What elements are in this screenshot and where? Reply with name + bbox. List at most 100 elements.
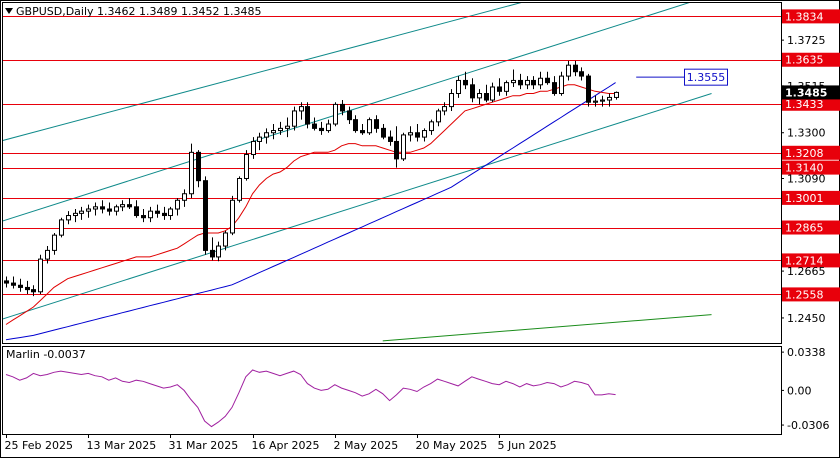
candle xyxy=(319,121,324,135)
candle xyxy=(189,143,194,199)
marlin-line xyxy=(5,369,616,428)
candle-body xyxy=(312,123,317,129)
candle xyxy=(429,119,434,135)
candle-body xyxy=(586,75,591,103)
level-label-bg xyxy=(782,145,840,160)
candle xyxy=(278,121,283,135)
candle-body xyxy=(573,64,578,73)
candle xyxy=(251,137,256,159)
candle-body xyxy=(244,154,249,179)
level-label-bg xyxy=(782,287,840,302)
price-tick-label: 1.2665 xyxy=(787,265,826,278)
candle-body xyxy=(614,91,619,98)
candle xyxy=(292,106,297,131)
candle-body xyxy=(449,93,454,108)
level-label-bg xyxy=(782,96,840,111)
candle-body xyxy=(86,208,91,212)
candle-body xyxy=(545,77,550,84)
candle-body xyxy=(100,206,105,210)
candle-body xyxy=(285,125,290,129)
osc-tick-label: -0.0306 xyxy=(787,419,829,432)
level-label-bg xyxy=(782,160,840,175)
candle xyxy=(531,76,536,90)
candle-body xyxy=(401,134,406,160)
candle xyxy=(11,276,16,289)
candle-body xyxy=(319,127,324,132)
candle xyxy=(244,150,249,181)
candle xyxy=(271,124,276,140)
candle xyxy=(155,204,160,218)
candle-body xyxy=(408,132,413,136)
candle-body xyxy=(148,210,153,219)
candle xyxy=(566,60,571,81)
candle-body xyxy=(504,82,509,92)
candle-body xyxy=(278,127,283,132)
candle xyxy=(168,206,173,220)
candle xyxy=(45,246,50,264)
candle xyxy=(579,67,584,81)
candle xyxy=(312,117,317,131)
candle xyxy=(422,128,427,142)
candle-body xyxy=(422,130,427,138)
candle xyxy=(360,124,365,135)
candle xyxy=(264,128,269,144)
candle xyxy=(326,119,331,133)
candle xyxy=(518,73,523,90)
candle xyxy=(25,280,30,294)
candle xyxy=(182,189,187,207)
channel-line xyxy=(3,3,522,141)
candle-body xyxy=(394,140,399,160)
price-tick-label: 1.3725 xyxy=(787,34,826,47)
candle-body xyxy=(367,119,372,134)
candle xyxy=(38,254,43,294)
candle xyxy=(504,80,509,96)
candle-body xyxy=(484,93,489,101)
candle xyxy=(490,82,495,103)
candle-body xyxy=(210,249,215,258)
candle xyxy=(257,132,262,151)
candle xyxy=(408,126,413,142)
current-price-label: 1.3485 xyxy=(785,86,827,99)
candle-body xyxy=(223,232,228,247)
candle xyxy=(141,208,146,223)
candle-body xyxy=(251,140,256,156)
candle-body xyxy=(237,177,242,201)
candle-body xyxy=(593,100,598,103)
candle-body xyxy=(120,204,125,208)
candle-body xyxy=(600,99,605,102)
level-label: 1.2714 xyxy=(785,254,824,267)
level-label: 1.3433 xyxy=(785,98,824,111)
candle-body xyxy=(271,130,276,134)
candle xyxy=(86,204,91,218)
level-label-bg xyxy=(782,253,840,268)
price-tick-label: 1.2450 xyxy=(787,312,826,325)
candle xyxy=(586,73,591,107)
candle xyxy=(538,71,543,90)
candle-body xyxy=(155,210,160,214)
triangle-down-icon xyxy=(5,8,13,14)
candle-body xyxy=(340,103,345,112)
candle-body xyxy=(175,199,180,210)
candle xyxy=(18,278,23,292)
candle xyxy=(593,95,598,107)
candle xyxy=(210,237,215,261)
candle xyxy=(31,285,36,297)
candle-body xyxy=(463,79,468,86)
candle xyxy=(285,117,290,138)
candle xyxy=(545,71,550,85)
candle-body xyxy=(353,119,358,132)
candle-body xyxy=(388,136,393,142)
oscillator-area xyxy=(5,369,616,428)
candle-body xyxy=(566,64,571,77)
date-label: 5 Jun 2025 xyxy=(498,439,557,452)
candle-body xyxy=(347,110,352,121)
candle-body xyxy=(182,193,187,201)
candle-body xyxy=(18,284,23,288)
candle-body xyxy=(38,258,43,293)
level-label: 1.3635 xyxy=(785,54,824,67)
candle-body xyxy=(552,82,557,95)
level-label: 1.2865 xyxy=(785,222,824,235)
candle-body xyxy=(4,280,9,284)
candle xyxy=(127,198,132,209)
